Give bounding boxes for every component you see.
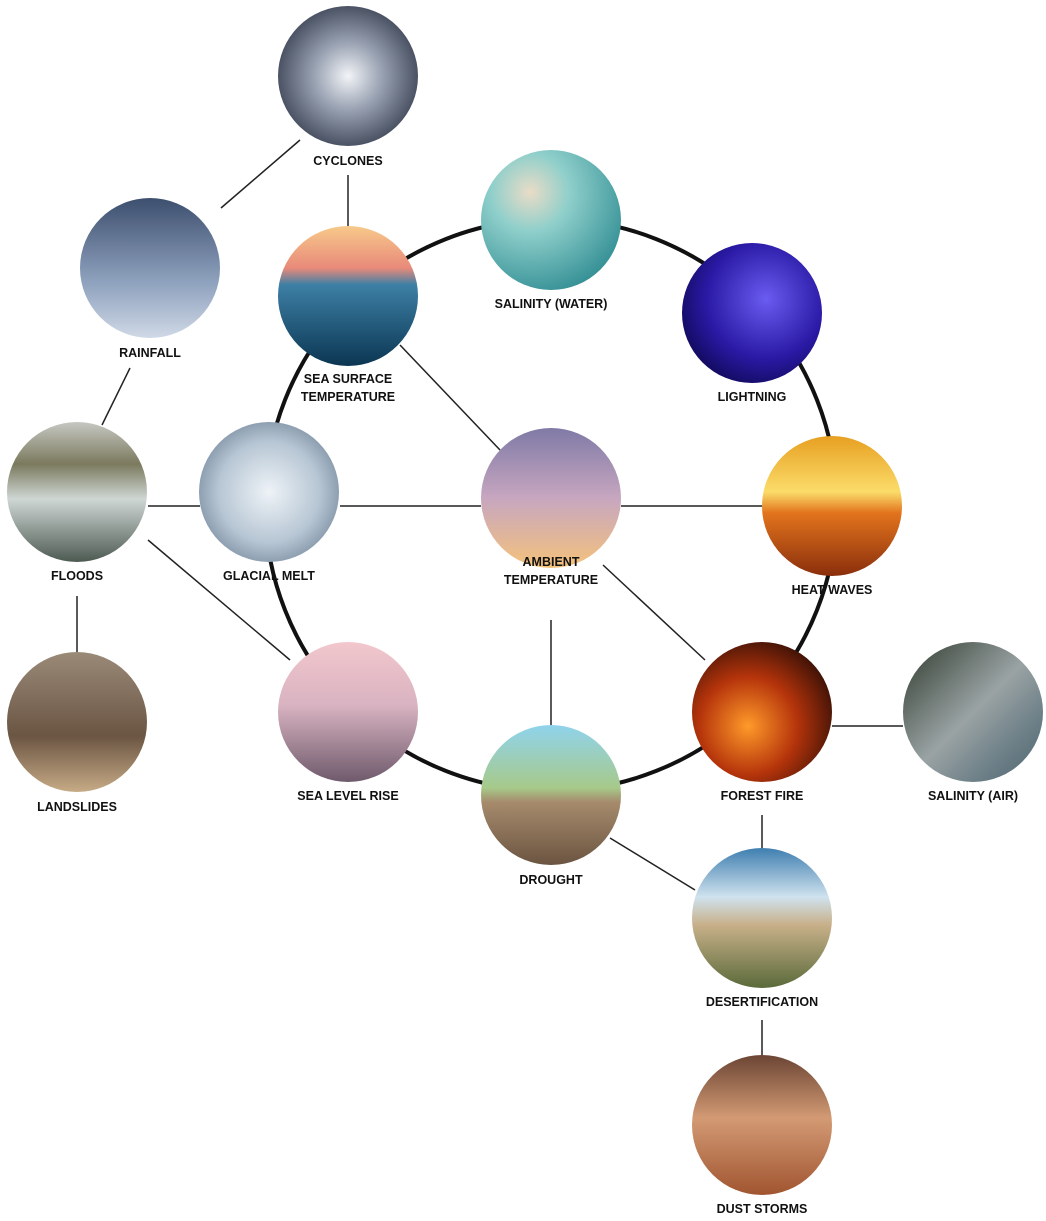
connector [102,368,130,425]
node: SEA SURFACE TEMPERATURE [278,226,418,404]
node: LANDSLIDES [7,652,147,814]
label-line: RAINFALL [119,346,181,360]
diagram: CYCLONES RAINFALL SEA SURFACE TEMPERATURE SA… [0,0,1046,1221]
node-image [199,422,339,562]
label-line: DESERTIFICATION [706,995,818,1009]
label-line: HEAT WAVES [792,583,873,597]
node-image [692,848,832,988]
nodes: CYCLONES RAINFALL SEA SURFACE TEMPERATURE SA… [7,6,1043,1216]
node: SEA LEVEL RISE [278,642,418,803]
node-image [481,150,621,290]
label-line: AMBIENT [523,555,580,569]
label-line: FLOODS [51,569,103,583]
node-label: RAINFALL [119,346,181,360]
node-label: AMBIENT TEMPERATURE [504,555,598,587]
node-image [278,226,418,366]
label-line: SALINITY (WATER) [495,297,608,311]
node: HEAT WAVES [762,436,902,597]
label-line: DROUGHT [519,873,583,887]
label-line: SEA SURFACE [304,372,392,386]
node-label: SEA SURFACE TEMPERATURE [301,372,395,404]
node-label: CYCLONES [313,154,382,168]
label-line: GLACIAL MELT [223,569,315,583]
node-image [682,243,822,383]
node-image [278,642,418,782]
node-label: FOREST FIRE [721,789,804,803]
label-line: TEMPERATURE [301,390,395,404]
node: DESERTIFICATION [692,848,832,1009]
node-image [692,1055,832,1195]
label-line: DUST STORMS [717,1202,808,1216]
node-label: DUST STORMS [717,1202,808,1216]
label-line: LANDSLIDES [37,800,117,814]
node-label: SALINITY (WATER) [495,297,608,311]
node-image [278,6,418,146]
node-image [692,642,832,782]
node-label: FLOODS [51,569,103,583]
label-line: TEMPERATURE [504,573,598,587]
connector [400,345,500,450]
node-label: SALINITY (AIR) [928,789,1018,803]
node-image [481,428,621,568]
node: SALINITY (WATER) [481,150,621,311]
node-image [7,652,147,792]
node-label: SEA LEVEL RISE [297,789,398,803]
label-line: SEA LEVEL RISE [297,789,398,803]
node-image [903,642,1043,782]
node-label: HEAT WAVES [792,583,873,597]
node-label: LANDSLIDES [37,800,117,814]
node-label: LIGHTNING [718,390,787,404]
node-image [7,422,147,562]
node-image [481,725,621,865]
node-label: DESERTIFICATION [706,995,818,1009]
node: LIGHTNING [682,243,822,404]
node: CYCLONES [278,6,418,168]
label-line: CYCLONES [313,154,382,168]
label-line: FOREST FIRE [721,789,804,803]
label-line: SALINITY (AIR) [928,789,1018,803]
node: AMBIENT TEMPERATURE [481,428,621,587]
connector [221,140,300,208]
connector [603,565,705,660]
node-image [80,198,220,338]
node-label: GLACIAL MELT [223,569,315,583]
node: DUST STORMS [692,1055,832,1216]
node-label: DROUGHT [519,873,583,887]
node: GLACIAL MELT [199,422,339,583]
node-image [762,436,902,576]
label-line: LIGHTNING [718,390,787,404]
node: SALINITY (AIR) [903,642,1043,803]
node: RAINFALL [80,198,220,360]
node: FOREST FIRE [692,642,832,803]
node: FLOODS [7,422,147,583]
connector [610,838,695,890]
node: DROUGHT [481,725,621,887]
